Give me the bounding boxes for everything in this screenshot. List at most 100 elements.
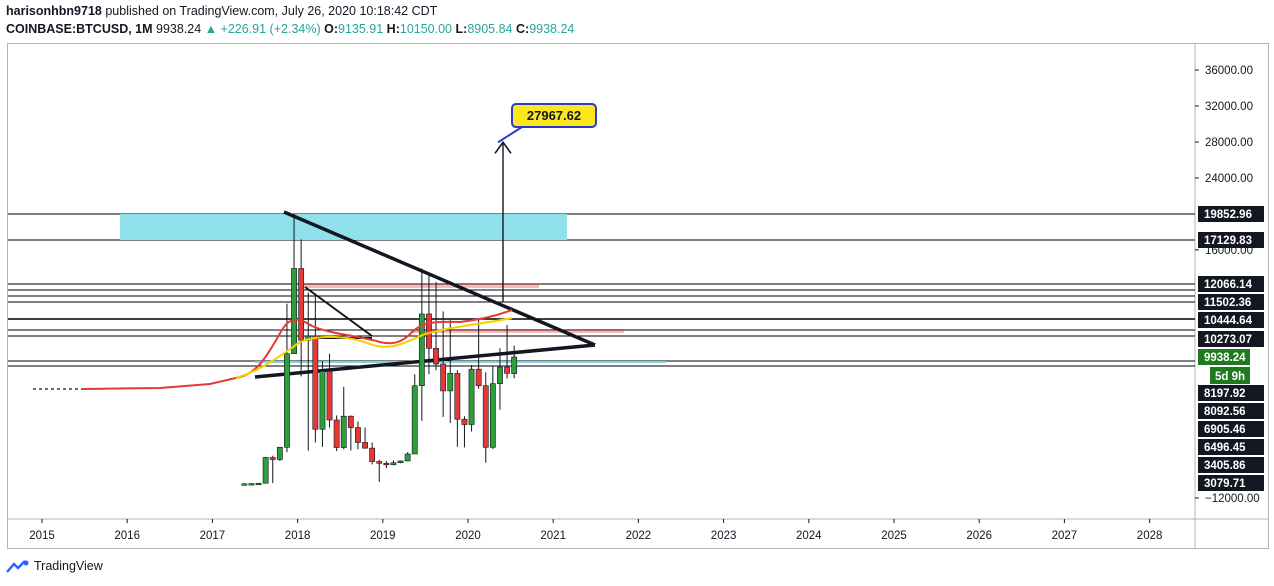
time-axis-tick-2021: 2021 <box>540 530 566 542</box>
price-axis-tick-5: −12000.00 <box>1205 493 1260 505</box>
candle-body-6 <box>284 353 290 448</box>
candle-body-13 <box>333 419 340 448</box>
candle-body-21 <box>390 462 397 466</box>
time-axis-tick-2016: 2016 <box>114 530 140 542</box>
price-tag-bg-9 <box>1198 439 1264 455</box>
resistance-zone-box <box>303 284 539 288</box>
candle-body-5 <box>276 446 283 460</box>
high-value: 10150.00 <box>399 22 453 36</box>
open-label: O: <box>324 22 338 36</box>
candle-body-31 <box>461 418 468 425</box>
candle-body-30 <box>454 373 461 420</box>
close-value: 9938.24 <box>529 22 575 36</box>
price-tag-bg-3 <box>1198 294 1264 310</box>
publish-info: harisonhbn9718 published on TradingView.… <box>6 4 437 18</box>
price-axis-tick-1: 32000.00 <box>1205 101 1253 113</box>
candle-body-3 <box>262 457 269 484</box>
candle-body-23 <box>404 453 411 462</box>
price-tag-label-8: 6905.46 <box>1204 424 1246 436</box>
countdown-tag-bg <box>1210 367 1250 384</box>
price-tag-bg-4 <box>1198 312 1264 328</box>
candle-body-35 <box>489 383 496 448</box>
time-axis-tick-2026: 2026 <box>966 530 992 542</box>
low-value: 8905.84 <box>467 22 513 36</box>
yellow-moving-average-line <box>235 317 513 379</box>
target-callout-box <box>511 103 597 128</box>
low-label: L: <box>455 22 468 36</box>
candle-body-1 <box>248 483 255 486</box>
price-axis-tick-0: 36000.00 <box>1205 65 1253 77</box>
candle-body-12 <box>326 370 333 421</box>
callout-pointer <box>497 126 523 144</box>
time-axis-tick-2028: 2028 <box>1137 530 1163 542</box>
symbol-label: COINBASE:BTCUSD, 1M <box>6 22 153 36</box>
price-tag-bg-5 <box>1198 331 1264 347</box>
price-axis-tick-3: 24000.00 <box>1205 173 1253 185</box>
candle-body-18 <box>369 447 376 462</box>
triangle-upper-trendline <box>283 210 596 347</box>
candle-body-33 <box>475 368 482 387</box>
candle-body-26 <box>426 313 432 349</box>
candle-body-19 <box>376 461 383 464</box>
red-moving-average-line <box>239 309 513 378</box>
candle-body-27 <box>433 348 439 365</box>
price-axis-tick-2: 28000.00 <box>1205 137 1253 149</box>
time-axis-tick-2024: 2024 <box>796 530 822 542</box>
price-tag-label-5: 10273.07 <box>1204 334 1252 346</box>
candle-body-37 <box>504 366 510 374</box>
time-axis-tick-2023: 2023 <box>711 530 737 542</box>
candle-body-32 <box>468 368 475 425</box>
ohlc-legend: COINBASE:BTCUSD, 1M 9938.24 ▲ +226.91 (+… <box>6 22 574 36</box>
tradingview-logo-icon <box>6 559 29 573</box>
price-tag-label-2: 12066.14 <box>1204 279 1253 291</box>
candle-body-10 <box>312 335 319 430</box>
candle-body-14 <box>340 415 347 448</box>
price-tag-bg-8 <box>1198 421 1264 437</box>
price-tag-bg-7 <box>1198 403 1264 419</box>
candle-body-20 <box>383 462 390 466</box>
price-tag-bg-6 <box>1198 385 1264 401</box>
inner-trendline <box>304 286 373 337</box>
time-axis-tick-2019: 2019 <box>370 530 396 542</box>
time-axis-tick-2025: 2025 <box>881 530 907 542</box>
candle-body-22 <box>397 460 404 464</box>
time-axis-tick-2022: 2022 <box>626 530 652 542</box>
high-label: H: <box>386 22 400 36</box>
candle-body-17 <box>362 442 368 449</box>
target-price-label: 27967.62 <box>527 108 581 123</box>
price-tag-bg-2 <box>1198 276 1264 292</box>
candle-body-24 <box>411 385 418 455</box>
price-tag-label-7: 8092.56 <box>1204 406 1246 418</box>
footer-brand[interactable]: TradingView <box>6 559 103 574</box>
candle-body-29 <box>447 373 454 392</box>
time-axis-tick-2018: 2018 <box>285 530 311 542</box>
close-label: C: <box>515 22 530 36</box>
time-axis-tick-2027: 2027 <box>1052 530 1078 542</box>
price-tag-label-1: 17129.83 <box>1204 235 1252 247</box>
price-tag-label-6: 8197.92 <box>1204 388 1246 400</box>
candle-body-4 <box>269 457 276 460</box>
target-arrowhead-icon <box>494 140 512 154</box>
early-moving-average-line <box>83 376 241 390</box>
time-axis-tick-2017: 2017 <box>200 530 226 542</box>
brand-text: TradingView <box>34 559 103 573</box>
publisher-name: harisonhbn9718 <box>6 4 102 18</box>
price-tag-label-11: 3079.71 <box>1204 478 1246 490</box>
price-tag-bg-11 <box>1198 475 1264 491</box>
candle-body-11 <box>319 370 326 430</box>
chart-frame <box>7 43 1269 549</box>
candle-body-15 <box>347 415 354 428</box>
time-axis-tick-2015: 2015 <box>29 530 55 542</box>
candle-body-25 <box>418 313 425 387</box>
candle-body-36 <box>497 366 503 384</box>
open-value: 9135.91 <box>338 22 384 36</box>
published-text: published on TradingView.com, July 26, 2… <box>105 4 438 18</box>
time-axis-tick-2020: 2020 <box>455 530 481 542</box>
price-change: ▲ +226.91 (+2.34%) <box>204 22 321 36</box>
candle-body-28 <box>440 363 447 392</box>
current-price-tag-bg <box>1198 349 1250 365</box>
triangle-lower-trendline <box>254 343 596 379</box>
candle-body-7 <box>291 268 297 354</box>
support-zone-box <box>412 329 624 333</box>
